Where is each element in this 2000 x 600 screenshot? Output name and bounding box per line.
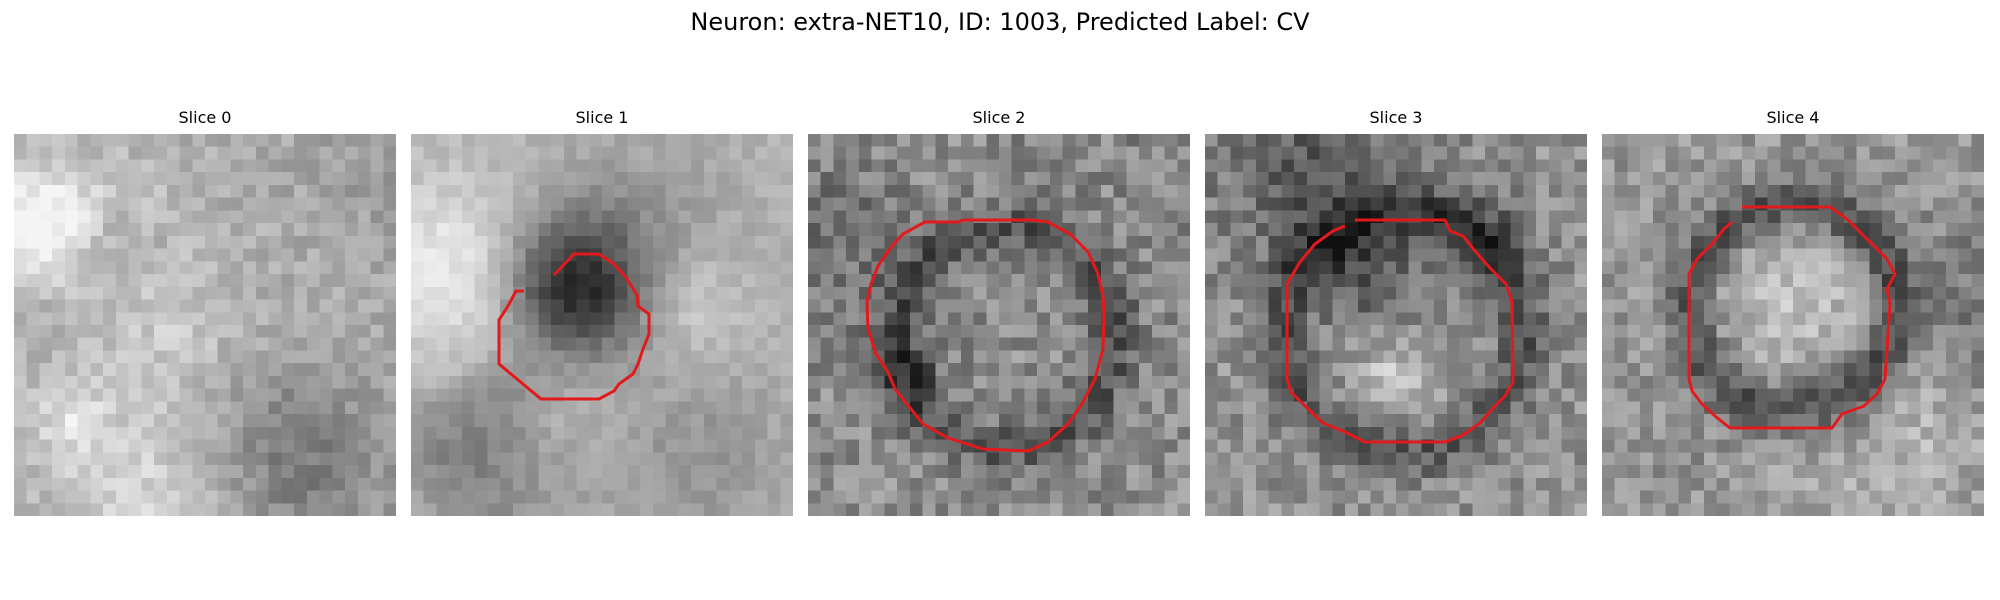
slice-panel-4: Slice 4 <box>1602 108 1984 516</box>
slice-panel-1: Slice 1 <box>411 108 793 516</box>
slice-image <box>1602 134 1984 516</box>
figure-title: Neuron: extra-NET10, ID: 1003, Predicted… <box>690 8 1310 36</box>
roi-contour <box>865 218 1106 453</box>
slice-panel-2: Slice 2 <box>808 108 1190 516</box>
grayscale-image <box>808 134 1190 516</box>
roi-contour <box>1285 218 1515 444</box>
slice-title: Slice 4 <box>1766 108 1820 127</box>
roi-contour <box>497 252 651 401</box>
slice-title: Slice 2 <box>972 108 1026 127</box>
slice-panel-0: Slice 0 <box>14 108 396 516</box>
slice-title: Slice 3 <box>1369 108 1423 127</box>
slice-image <box>808 134 1190 516</box>
grayscale-image <box>411 134 793 516</box>
grayscale-image <box>14 134 396 516</box>
slice-panel-3: Slice 3 <box>1205 108 1587 516</box>
grayscale-image <box>1602 134 1984 516</box>
grayscale-image <box>1205 134 1587 516</box>
slice-image <box>1205 134 1587 516</box>
slice-image <box>411 134 793 516</box>
slice-title: Slice 1 <box>575 108 629 127</box>
slice-title: Slice 0 <box>178 108 232 127</box>
slice-image <box>14 134 396 516</box>
roi-contour <box>1687 205 1897 430</box>
